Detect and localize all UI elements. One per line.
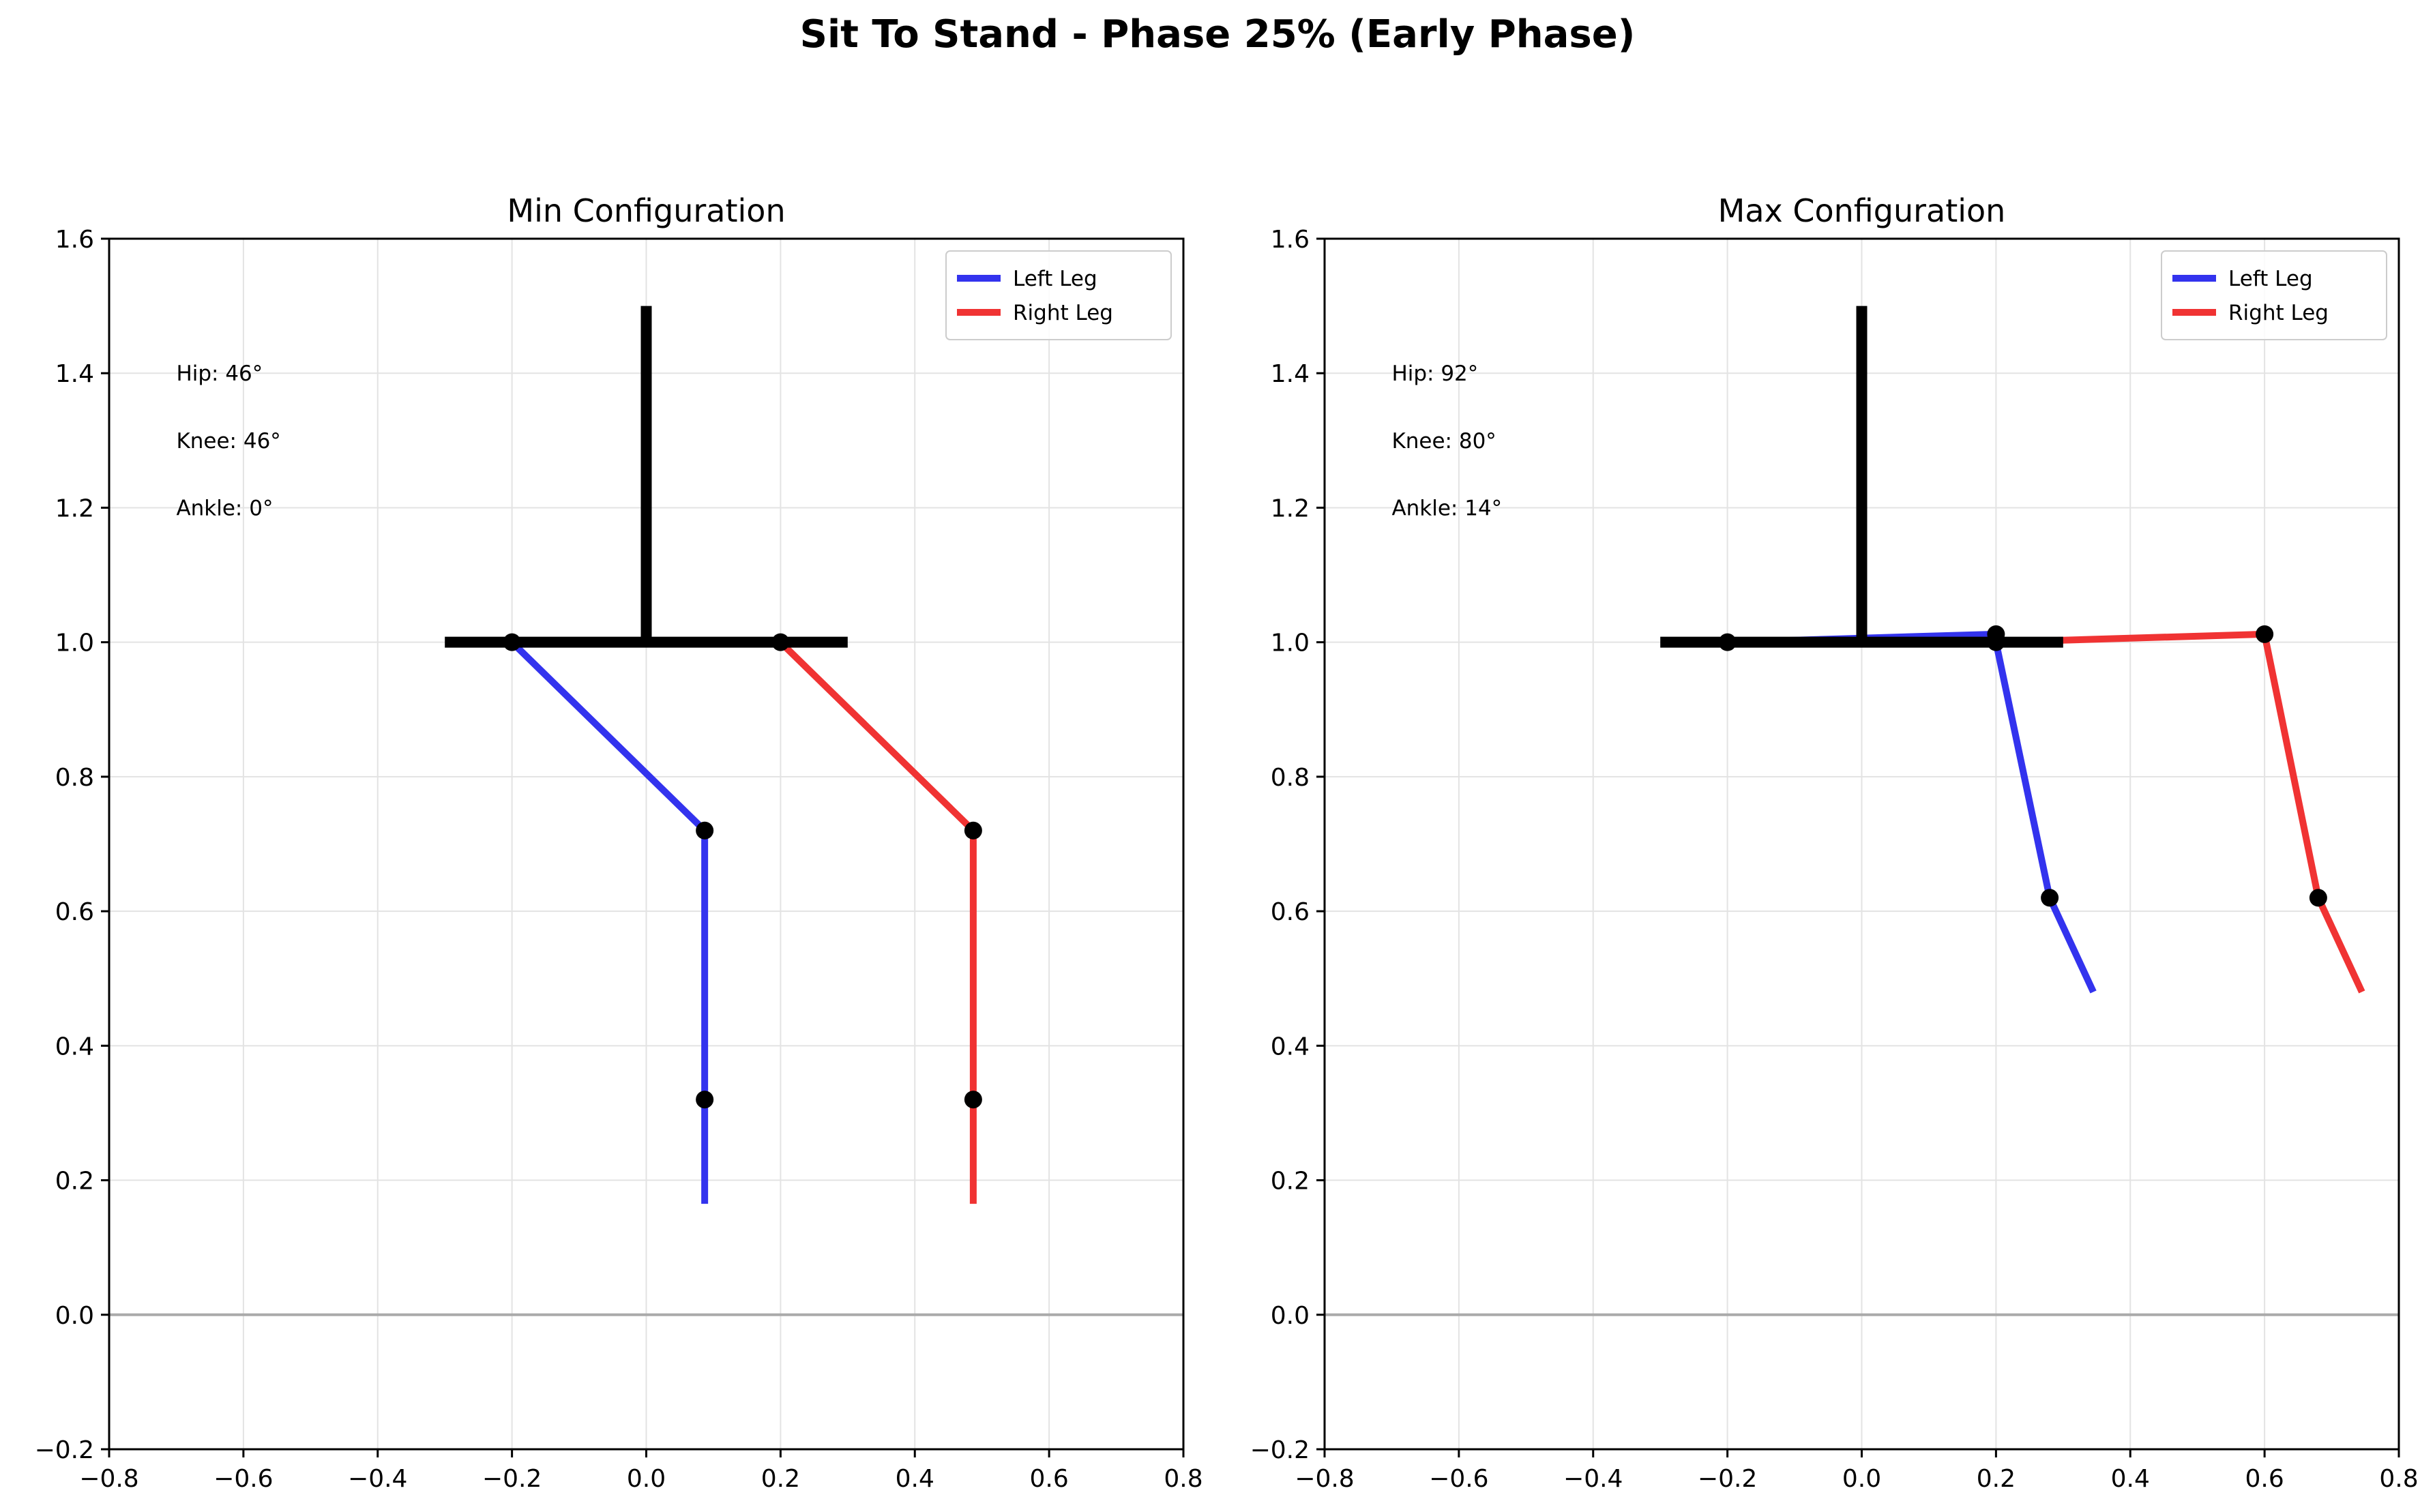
x-tick-label: 0.4 <box>896 1465 934 1493</box>
x-tick-label: −0.2 <box>1698 1465 1757 1493</box>
legend: Left Leg Right Leg <box>2161 250 2387 340</box>
y-tick-label: 0.6 <box>1271 898 1310 926</box>
joint-right-leg-0 <box>2256 625 2274 643</box>
joint-right-leg-1 <box>2309 889 2327 907</box>
x-tick-label: 0.2 <box>761 1465 800 1493</box>
y-tick-label: 1.0 <box>55 629 94 657</box>
y-tick-label: 1.4 <box>55 360 94 388</box>
series-line-right-leg <box>1996 630 2365 994</box>
joint-right-leg-1 <box>964 821 982 840</box>
y-tick-label: 0.8 <box>1271 764 1310 792</box>
figure-title: Sit To Stand - Phase 25% (Early Phase) <box>799 12 1636 57</box>
y-tick-label: 0.2 <box>1271 1168 1310 1196</box>
y-tick-label: 1.4 <box>1271 360 1310 388</box>
y-tick-label: 1.6 <box>55 226 94 254</box>
legend-label: Right Leg <box>2228 301 2329 325</box>
x-tick-label: 0.6 <box>2245 1465 2284 1493</box>
panel-min-configuration: −0.8 −0.6 −0.4 −0.2 0.0 0.2 0.4 0.6 0.8 −0.2 0.0 0.… <box>35 192 1203 1493</box>
y-tick-label: 0.0 <box>55 1302 94 1330</box>
y-tick-label: 0.2 <box>55 1168 94 1196</box>
legend-label: Left Leg <box>2228 267 2313 291</box>
x-tick-label: 0.0 <box>1842 1465 1881 1493</box>
joint-left-leg-1 <box>696 821 714 840</box>
panel-title: Max Configuration <box>1718 192 2006 229</box>
joint-left-leg-2 <box>1987 633 2005 651</box>
y-tick-label: −0.2 <box>1250 1436 1310 1464</box>
y-tick-label: −0.2 <box>35 1436 94 1464</box>
legend-box <box>945 250 1172 340</box>
legend: Left Leg Right Leg <box>945 250 1172 340</box>
joint-angle-annotation: Knee: 80° <box>1391 429 1496 454</box>
x-tick-label: −0.4 <box>348 1465 407 1493</box>
joint-left-leg-0 <box>503 633 521 651</box>
y-tick-label: 0.8 <box>55 764 94 792</box>
x-tick-label: −0.6 <box>1429 1465 1488 1493</box>
joint-left-leg-3 <box>2041 889 2059 907</box>
x-tick-label: 0.0 <box>627 1465 666 1493</box>
joint-angle-annotation: Hip: 92° <box>1391 361 1478 386</box>
legend-label: Left Leg <box>1013 267 1097 291</box>
x-tick-label: 0.2 <box>1977 1465 2016 1493</box>
legend-label: Right Leg <box>1013 301 1113 325</box>
y-tick-label: 0.4 <box>1271 1033 1310 1061</box>
series-line-left-leg <box>510 640 709 1204</box>
panel-max-configuration: −0.8 −0.6 −0.4 −0.2 0.0 0.2 0.4 0.6 0.8 −0.2 0.0 0.… <box>1250 192 2419 1493</box>
legend-box <box>2161 250 2387 340</box>
series-line-right-leg <box>778 640 977 1204</box>
x-tick-label: −0.6 <box>213 1465 273 1493</box>
x-tick-label: −0.4 <box>1563 1465 1623 1493</box>
y-tick-label: 1.2 <box>55 494 94 522</box>
series-line-left-leg <box>1727 630 2097 994</box>
joint-right-leg-2 <box>964 1091 982 1109</box>
joint-angle-annotation: Ankle: 14° <box>1391 496 1502 520</box>
x-tick-label: −0.8 <box>1295 1465 1354 1493</box>
x-tick-label: 0.8 <box>2379 1465 2418 1493</box>
joint-angle-annotation: Hip: 46° <box>176 361 263 386</box>
joint-angle-annotation: Knee: 46° <box>176 429 280 454</box>
joint-angle-annotation: Ankle: 0° <box>176 496 273 520</box>
y-tick-label: 0.4 <box>55 1033 94 1061</box>
panel-title: Min Configuration <box>507 192 785 229</box>
x-tick-label: 0.4 <box>2111 1465 2150 1493</box>
y-tick-label: 1.2 <box>1271 494 1310 522</box>
x-tick-label: 0.8 <box>1164 1465 1202 1493</box>
y-tick-label: 1.6 <box>1271 226 1310 254</box>
y-tick-label: 1.0 <box>1271 629 1310 657</box>
joint-left-leg-2 <box>696 1091 714 1109</box>
y-tick-label: 0.0 <box>1271 1302 1310 1330</box>
x-tick-label: −0.8 <box>79 1465 138 1493</box>
x-tick-label: 0.6 <box>1029 1465 1068 1493</box>
y-tick-label: 0.6 <box>55 898 94 926</box>
joint-right-leg-0 <box>771 633 790 651</box>
joint-left-leg-0 <box>1718 633 1737 651</box>
x-tick-label: −0.2 <box>482 1465 542 1493</box>
